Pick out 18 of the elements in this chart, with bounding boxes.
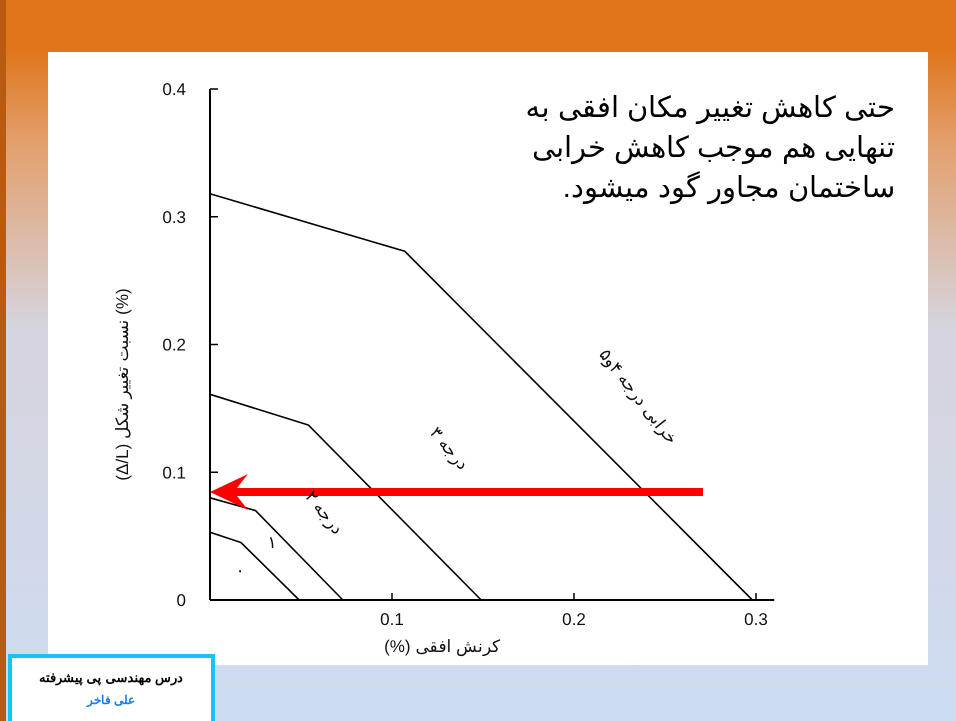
y-axis-title: (%) نسبت تغییر شکل (Δ/L) [113,288,133,481]
y-tick-label: 0.4 [162,80,186,99]
y-tick-label: 0.2 [162,336,186,354]
y-tick-label: 0.1 [162,463,186,482]
y-tick-label: 0.3 [162,208,186,227]
y-tick-label: 0 [176,591,186,610]
annotation: ۰ [236,561,244,580]
annotation: درجه ۳ [425,423,472,474]
text: درس مهندسی پی پیشرفته [39,670,183,686]
annotation: درجه ۲ [300,487,348,539]
text: علی فاخر [86,693,136,708]
annotation: ۱ [268,533,276,552]
annotation: حتی کاهش تغییر مکان افقی به تنهایی هم موجب کاهش خرابی ساختمان مجاور گود میشود. [524,91,895,206]
annotation: خرابی درجه ۴و۵ [594,345,682,449]
x-tick-label: 0.2 [562,610,586,629]
x-tick-label: 0.1 [380,610,404,629]
x-axis-title: کرنش افقی (%) [384,637,502,657]
x-tick-label: 0.3 [744,610,768,629]
